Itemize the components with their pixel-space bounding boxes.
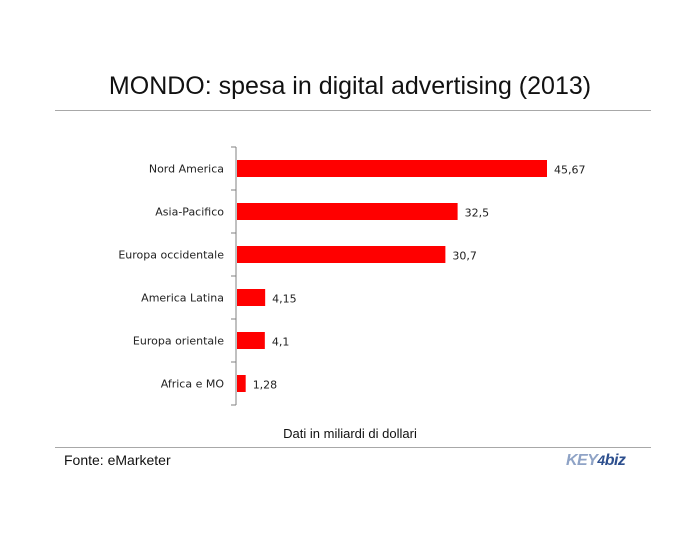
value-label: 32,5 [465,207,490,220]
bar [237,203,458,220]
value-label: 45,67 [554,164,586,177]
category-label: Europa orientale [133,335,224,348]
value-label: 4,15 [272,293,297,306]
units-note: Dati in miliardi di dollari [283,426,417,441]
value-label: 1,28 [253,379,278,392]
bottom-divider [55,447,651,448]
bar [237,332,265,349]
value-label: 4,1 [272,336,290,349]
category-label: America Latina [141,292,224,305]
category-label: Asia-Pacifico [155,206,224,219]
bar [237,289,266,306]
value-label: 30,7 [452,250,477,263]
category-label: Europa occidentale [118,249,224,262]
bar [237,246,446,263]
bar [237,160,547,177]
source-text: Fonte: eMarketer [64,452,171,468]
category-label: Africa e MO [161,378,225,391]
top-divider [55,110,651,111]
chart-title: MONDO: spesa in digital advertising (201… [108,72,592,100]
key4biz-logo: KEY4biz [566,452,626,469]
bar [237,375,246,392]
category-label: Nord America [149,163,224,176]
